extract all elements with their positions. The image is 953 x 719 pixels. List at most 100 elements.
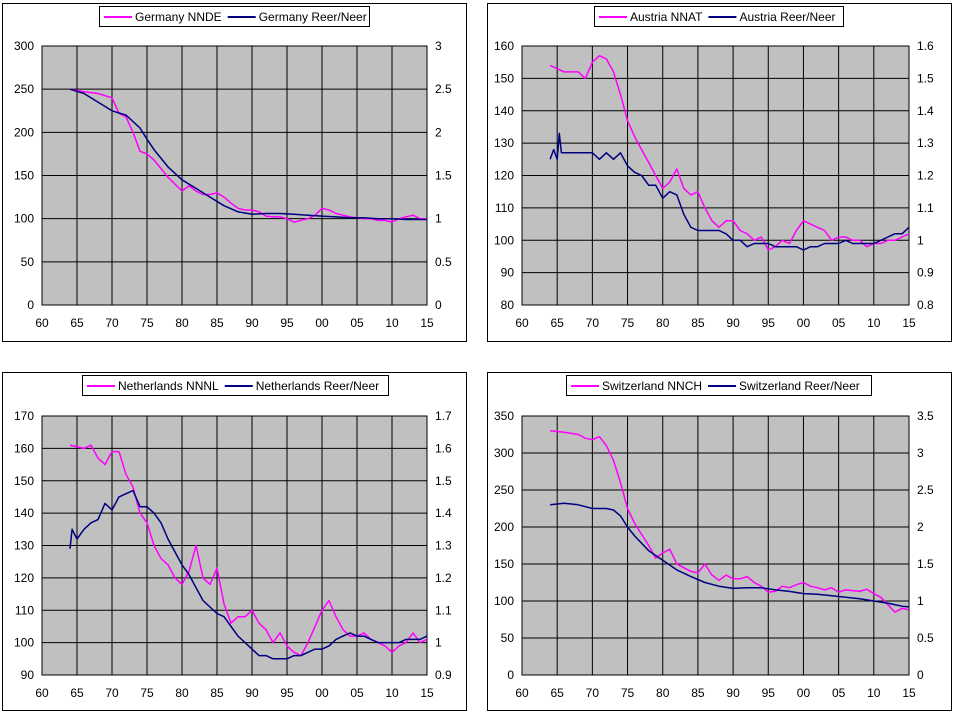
y-tick-label-left: 100 — [494, 594, 514, 608]
x-tick-label: 90 — [726, 316, 740, 330]
y-tick-label-left: 200 — [494, 520, 514, 534]
series-line-left-axis — [550, 430, 909, 613]
x-tick-label: 70 — [586, 686, 600, 700]
x-tick-label: 00 — [797, 686, 811, 700]
y-tick-label-right: 1.6 — [917, 39, 934, 53]
x-tick-label: 90 — [245, 316, 259, 330]
y-tick-label-left: 90 — [501, 266, 515, 280]
x-tick-label: 95 — [280, 686, 294, 700]
y-tick-label-right: 1.7 — [435, 409, 452, 423]
x-tick-label: 00 — [315, 686, 329, 700]
y-tick-label-right: 1.2 — [917, 169, 934, 183]
x-tick-label: 05 — [350, 316, 364, 330]
series-line-left-axis — [549, 54, 909, 251]
x-tick-label: 95 — [280, 316, 294, 330]
legend-label: Netherlands NNNL — [118, 379, 219, 393]
x-tick-label: 10 — [867, 686, 881, 700]
y-tick-label-right: 1.4 — [917, 104, 934, 118]
x-tick-label: 10 — [867, 316, 881, 330]
y-tick-label-right: 1.1 — [917, 201, 934, 215]
y-tick-label-left: 100 — [14, 212, 34, 226]
x-tick-label: 70 — [105, 316, 119, 330]
x-tick-label: 80 — [175, 316, 189, 330]
y-tick-label-right: 1.5 — [917, 557, 934, 571]
x-tick-label: 15 — [420, 686, 434, 700]
x-tick-label: 85 — [691, 686, 705, 700]
y-tick-label-left: 110 — [15, 603, 34, 617]
y-tick-label-right: 2.5 — [435, 82, 452, 96]
y-tick-label-left: 250 — [14, 82, 34, 96]
x-tick-label: 70 — [586, 316, 600, 330]
legend-label: Germany NNDE — [135, 10, 222, 24]
x-tick-label: 65 — [70, 316, 84, 330]
x-tick-label: 80 — [175, 686, 189, 700]
x-tick-label: 80 — [656, 316, 670, 330]
y-tick-label-left: 140 — [14, 506, 34, 520]
y-tick-label-right: 1.1 — [435, 603, 452, 617]
y-tick-label-right: 1.3 — [917, 136, 934, 150]
y-tick-label-right: 1.3 — [435, 539, 452, 553]
x-tick-label: 05 — [350, 686, 364, 700]
y-tick-label-left: 120 — [14, 571, 34, 585]
legend-label: Austria NNAT — [630, 10, 703, 24]
y-tick-label-left: 130 — [494, 136, 514, 150]
y-tick-label-right: 1.4 — [435, 506, 452, 520]
y-tick-label-right: 2 — [435, 125, 442, 139]
x-tick-label: 90 — [245, 686, 259, 700]
y-tick-label-left: 100 — [494, 233, 514, 247]
x-tick-label: 60 — [35, 316, 49, 330]
x-tick-label: 10 — [385, 686, 399, 700]
x-tick-label: 65 — [70, 686, 84, 700]
y-tick-label-right: 2.5 — [917, 483, 934, 497]
legend-label: Switzerland NNCH — [602, 379, 702, 393]
x-tick-label: 65 — [551, 316, 565, 330]
x-tick-label: 90 — [726, 686, 740, 700]
y-tick-label-left: 140 — [494, 104, 514, 118]
x-tick-label: 75 — [621, 686, 635, 700]
x-tick-label: 95 — [762, 316, 776, 330]
legend-label: Switzerland Reer/Neer — [739, 379, 860, 393]
x-tick-label: 70 — [105, 686, 119, 700]
y-tick-label-left: 250 — [494, 483, 514, 497]
y-tick-label-left: 100 — [14, 636, 34, 650]
y-tick-label-right: 1.5 — [435, 169, 452, 183]
x-tick-label: 75 — [140, 686, 154, 700]
chart-panel-4: 60 65 70 75 80 85 90 95 00 05 10 150501001502002503… — [487, 372, 952, 711]
y-tick-label-left: 90 — [21, 668, 35, 682]
y-tick-label-left: 150 — [494, 557, 514, 571]
y-tick-label-left: 300 — [14, 39, 34, 53]
x-tick-label: 05 — [832, 686, 846, 700]
y-tick-label-right: 1.6 — [435, 441, 452, 455]
chart-panel-3: 60 65 70 75 80 85 90 95 00 05 10 15 90 100 110 120 130 14… — [2, 372, 467, 711]
y-tick-label-right: 1 — [435, 212, 442, 226]
series-line-right-axis — [69, 88, 427, 221]
y-tick-label-left: 150 — [494, 71, 514, 85]
x-tick-label: 60 — [35, 686, 49, 700]
x-tick-label: 15 — [902, 316, 916, 330]
x-tick-label: 75 — [140, 316, 154, 330]
x-tick-label: 15 — [902, 686, 916, 700]
y-tick-label-right: 3.5 — [917, 409, 934, 423]
y-tick-label-right: 0 — [917, 668, 924, 682]
x-tick-label: 60 — [515, 316, 529, 330]
y-tick-label-left: 120 — [494, 169, 514, 183]
series-line-right-axis — [69, 489, 427, 660]
y-tick-label-left: 110 — [495, 201, 514, 215]
x-tick-label: 95 — [762, 686, 776, 700]
x-tick-label: 15 — [420, 316, 434, 330]
y-tick-label-right: 3 — [435, 39, 442, 53]
y-tick-label-left: 200 — [14, 125, 34, 139]
y-tick-label-left: 50 — [21, 255, 35, 269]
x-tick-label: 75 — [621, 316, 635, 330]
y-tick-label-right: 1 — [917, 233, 924, 247]
series-line-right-axis — [550, 502, 909, 608]
x-tick-label: 65 — [551, 686, 565, 700]
x-tick-label: 85 — [210, 686, 224, 700]
legend-label: Germany Reer/Neer — [259, 10, 367, 24]
legend-label: Netherlands Reer/Neer — [256, 379, 379, 393]
y-tick-label-right: 0 — [435, 298, 442, 312]
x-tick-label: 00 — [797, 316, 811, 330]
chart-panel-1: 60 65 70 75 80 85 90 95 00 05 10 150501001502002503… — [2, 3, 467, 342]
series-line-right-axis — [549, 132, 909, 251]
